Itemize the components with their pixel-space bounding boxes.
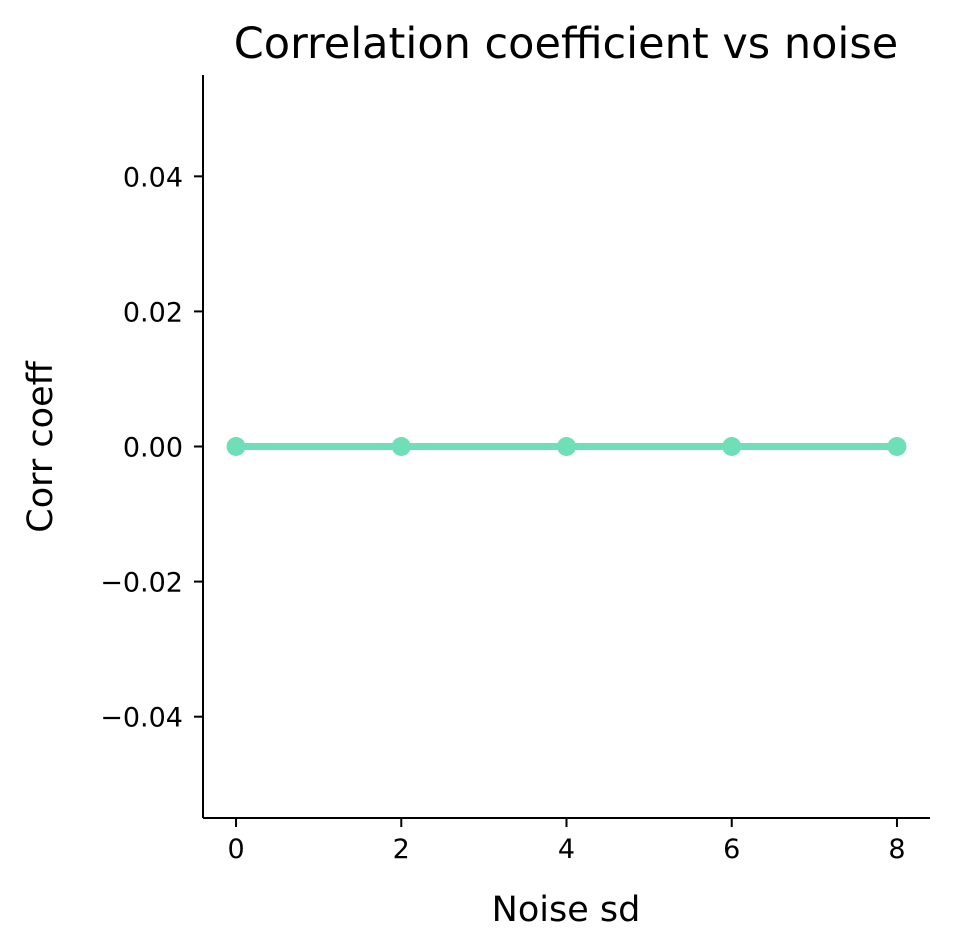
data-point xyxy=(226,437,246,456)
y-tick-label: 0.00 xyxy=(123,433,183,464)
series-layer xyxy=(226,437,907,456)
y-tick-label: −0.04 xyxy=(100,703,183,734)
data-point xyxy=(391,437,411,456)
y-tick-label: 0.04 xyxy=(123,162,183,193)
data-point xyxy=(887,437,907,456)
x-tick-label: 2 xyxy=(393,834,410,865)
plot-area: 0.04 0.02 0.00 −0.02 −0.04 0 2 4 6 8 xyxy=(100,75,930,865)
x-tick-label: 6 xyxy=(723,834,740,865)
y-axis-label: Corr coeff xyxy=(21,360,61,532)
x-axis-label: Noise sd xyxy=(492,890,641,930)
y-tick-label: 0.02 xyxy=(123,297,183,328)
y-tick-label: −0.02 xyxy=(100,568,183,599)
x-tick-label: 0 xyxy=(227,834,244,865)
data-point xyxy=(557,437,576,456)
data-point xyxy=(722,437,742,456)
y-ticks: 0.04 0.02 0.00 −0.02 −0.04 xyxy=(100,162,203,734)
x-tick-label: 4 xyxy=(558,834,575,865)
x-ticks: 0 2 4 6 8 xyxy=(227,818,906,865)
chart-title: Correlation coefficient vs noise xyxy=(234,19,898,69)
x-tick-label: 8 xyxy=(888,834,905,865)
